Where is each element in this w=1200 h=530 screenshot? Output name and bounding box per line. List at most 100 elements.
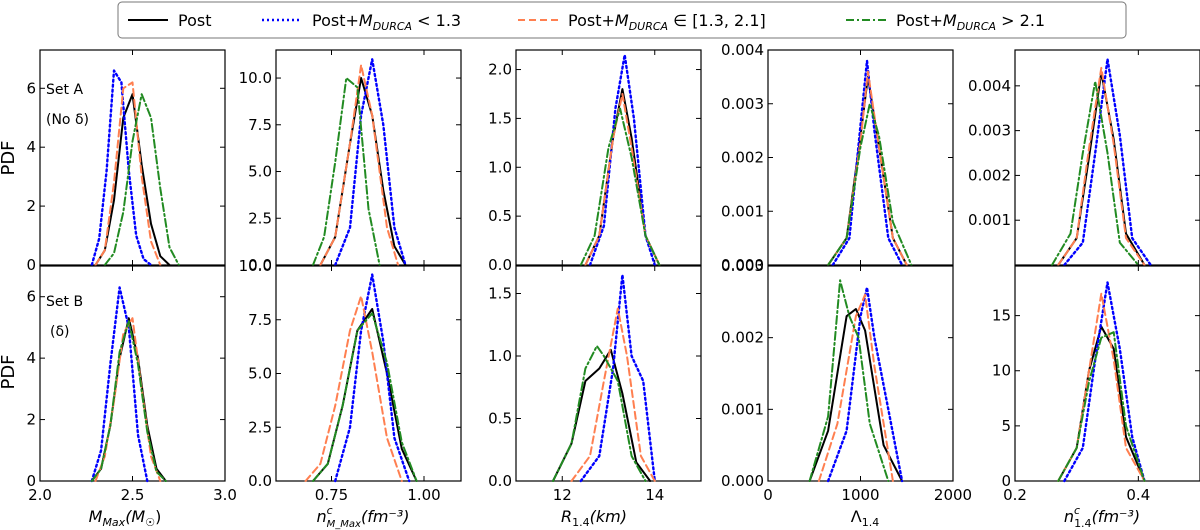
y-tick-label: 0.0 bbox=[488, 256, 512, 274]
series-line-durca-low bbox=[826, 286, 904, 483]
xlabel-nc14: nc 1.4(fm⁻³) bbox=[1064, 504, 1140, 530]
y-tick-label: 0.000 bbox=[721, 472, 764, 490]
y-tick-label: 0.000 bbox=[721, 256, 764, 274]
plot-frame bbox=[515, 49, 702, 266]
y-tick-label: 1.0 bbox=[488, 347, 512, 365]
panel-r0-c2: 0.0 0.5 1.0 1.5 2.0 bbox=[488, 49, 702, 274]
x-tick-label: 1000 bbox=[841, 486, 879, 504]
series-line-durca-mid bbox=[304, 295, 403, 482]
series-line-durca-low bbox=[334, 58, 407, 267]
series-line-durca-mid bbox=[827, 70, 908, 266]
y-tick-label: 2 bbox=[26, 197, 36, 215]
set-a-sublabel: (No δ) bbox=[46, 112, 89, 128]
panel-r1-c3: 0.000 0.001 0.002 0.003 0 1000 2000 bbox=[721, 257, 972, 504]
series-line-durca-low bbox=[90, 69, 153, 267]
series-line-durca-high bbox=[579, 107, 661, 266]
panel-r1-c1: 0.0 2.5 5.0 7.5 10.0 0.75 1.00 bbox=[239, 257, 462, 504]
legend-frame bbox=[117, 1, 1127, 39]
y-tick-label: 7.5 bbox=[248, 116, 272, 134]
series-line-durca-low bbox=[831, 59, 904, 267]
y-tick-label: 0.001 bbox=[721, 400, 764, 418]
legend-label-durca-high: Post+MDURCA > 2.1 bbox=[896, 11, 1045, 33]
panel-r1-c4: 0 5 10 15 0.2 0.4 bbox=[992, 265, 1200, 504]
series-line-durca-mid bbox=[817, 293, 894, 482]
legend-m: M bbox=[359, 11, 373, 30]
y-tick-label: 0.0 bbox=[248, 472, 272, 490]
y-tick-label: 2.5 bbox=[248, 209, 272, 227]
xlabel-r14: R1.4(km) bbox=[561, 507, 627, 529]
y-tick-label: 0 bbox=[1001, 472, 1011, 490]
y-tick-label: 0.5 bbox=[488, 207, 512, 225]
series-line-durca-high bbox=[552, 345, 647, 482]
legend-label-post: Post bbox=[178, 11, 211, 30]
plot-frame bbox=[275, 49, 462, 266]
row-b-ylabel: PDF bbox=[0, 354, 19, 389]
set-b-sublabel: (δ) bbox=[50, 324, 70, 340]
plot-frame bbox=[767, 49, 954, 266]
y-tick-label: 5.0 bbox=[248, 163, 272, 181]
y-tick-label: 7.5 bbox=[248, 311, 272, 329]
y-tick-label: 5.0 bbox=[248, 365, 272, 383]
series-line-durca-high bbox=[1051, 80, 1140, 266]
series-line-durca-high bbox=[312, 312, 418, 482]
y-tick-label: 0.0 bbox=[248, 256, 272, 274]
legend-prefix: Post+ bbox=[568, 11, 615, 30]
plot-frame bbox=[767, 265, 954, 482]
series-line-post bbox=[827, 75, 908, 266]
series-line-durca-mid bbox=[1057, 66, 1146, 266]
x-tick-label: 0 bbox=[763, 486, 773, 504]
y-tick-label: 0.002 bbox=[968, 166, 1011, 184]
plot-frame bbox=[1014, 49, 1200, 266]
panel-r1-c2: 0.0 0.5 1.0 1.5 12 14 bbox=[488, 265, 702, 504]
x-tick-label: 3.0 bbox=[213, 486, 237, 504]
y-tick-label: 1.5 bbox=[488, 285, 512, 303]
y-tick-label: 4 bbox=[26, 138, 36, 156]
series-line-durca-high bbox=[312, 77, 381, 266]
legend-suffix: ∈ [1.3, 2.1] bbox=[668, 11, 766, 30]
series-line-durca-low bbox=[90, 286, 149, 483]
legend-suffix: < 1.3 bbox=[412, 11, 461, 30]
y-tick-label: 1.0 bbox=[488, 158, 512, 176]
x-axis-labels: MMax(M☉) nc M_Max(fm⁻³) R1.4(km) Λ1.4 nc 1… bbox=[89, 504, 1141, 530]
series-line-post bbox=[312, 308, 418, 482]
x-tick-label: 2000 bbox=[934, 486, 972, 504]
series-line-durca-high bbox=[808, 279, 890, 482]
x-tick-label: 0.75 bbox=[315, 486, 348, 504]
series-line-durca-mid bbox=[94, 317, 162, 482]
legend-prefix: Post+ bbox=[896, 11, 943, 30]
xlabel-nc-mmax: nc M_Max(fm⁻³) bbox=[316, 504, 409, 530]
x-tick-label: 0.4 bbox=[1126, 486, 1150, 504]
legend-sub: DURCA bbox=[629, 20, 668, 33]
legend-m: M bbox=[615, 11, 629, 30]
y-tick-label: 0 bbox=[26, 256, 36, 274]
panel-r1-c0: 0 2 4 6 2.0 2.5 3.0 bbox=[26, 265, 237, 504]
xlabel-mmax: MMax(M☉) bbox=[89, 507, 162, 529]
series-line-durca-high bbox=[827, 102, 913, 266]
series-line-post bbox=[808, 308, 904, 482]
set-b-label: Set B bbox=[46, 294, 83, 310]
y-tick-label: 2 bbox=[26, 411, 36, 429]
legend-m: M bbox=[943, 11, 957, 30]
row-labels: PDF PDF bbox=[0, 140, 19, 389]
y-tick-label: 0.001 bbox=[721, 202, 764, 220]
x-tick-label: 1.00 bbox=[407, 486, 440, 504]
y-tick-label: 5 bbox=[1001, 417, 1011, 435]
series-line-durca-low bbox=[334, 273, 411, 483]
row-a-ylabel: PDF bbox=[0, 140, 19, 175]
y-tick-label: 10 bbox=[992, 362, 1011, 380]
y-tick-label: 0.004 bbox=[721, 41, 764, 59]
x-tick-label: 14 bbox=[645, 486, 664, 504]
plot-frame bbox=[515, 265, 702, 482]
panel-grid: 02460.02.55.07.510.00.00.51.01.52.00.000… bbox=[26, 41, 1200, 504]
y-tick-label: 0.003 bbox=[968, 122, 1011, 140]
panel-r0-c3: 0.000 0.001 0.002 0.003 0.004 bbox=[721, 41, 954, 274]
y-tick-label: 1.5 bbox=[488, 109, 512, 127]
y-tick-label: 6 bbox=[26, 288, 36, 306]
legend: Post Post+MDURCA < 1.3 Post+MDURCA ∈ [1.… bbox=[117, 1, 1127, 39]
legend-sub: DURCA bbox=[957, 20, 996, 33]
legend-suffix: > 2.1 bbox=[996, 11, 1045, 30]
series-line-durca-high bbox=[1057, 331, 1146, 482]
panel-r0-c4: 0.001 0.002 0.003 0.004 bbox=[968, 49, 1200, 267]
x-tick-label: 12 bbox=[553, 486, 572, 504]
